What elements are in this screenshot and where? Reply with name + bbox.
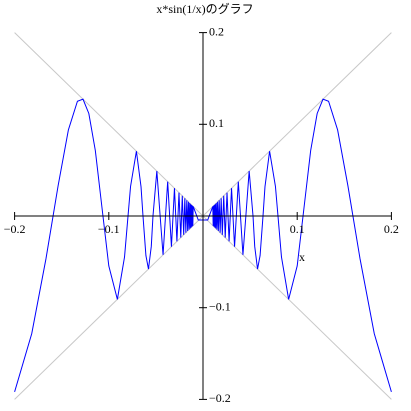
y-tick-label: 0.1	[209, 116, 224, 130]
x-axis-label: x	[299, 250, 305, 264]
x-tick-label: 0.1	[290, 222, 305, 236]
x-tick-label: 0.2	[384, 222, 399, 236]
y-tick-label: −0.1	[209, 299, 231, 313]
y-tick-label: −0.2	[209, 391, 231, 405]
chart-title: x*sin(1/x)のグラフ	[156, 2, 253, 16]
y-tick-label: 0.2	[209, 24, 224, 38]
x-tick-label: −0.2	[4, 222, 26, 236]
x-tick-label: −0.1	[98, 222, 120, 236]
